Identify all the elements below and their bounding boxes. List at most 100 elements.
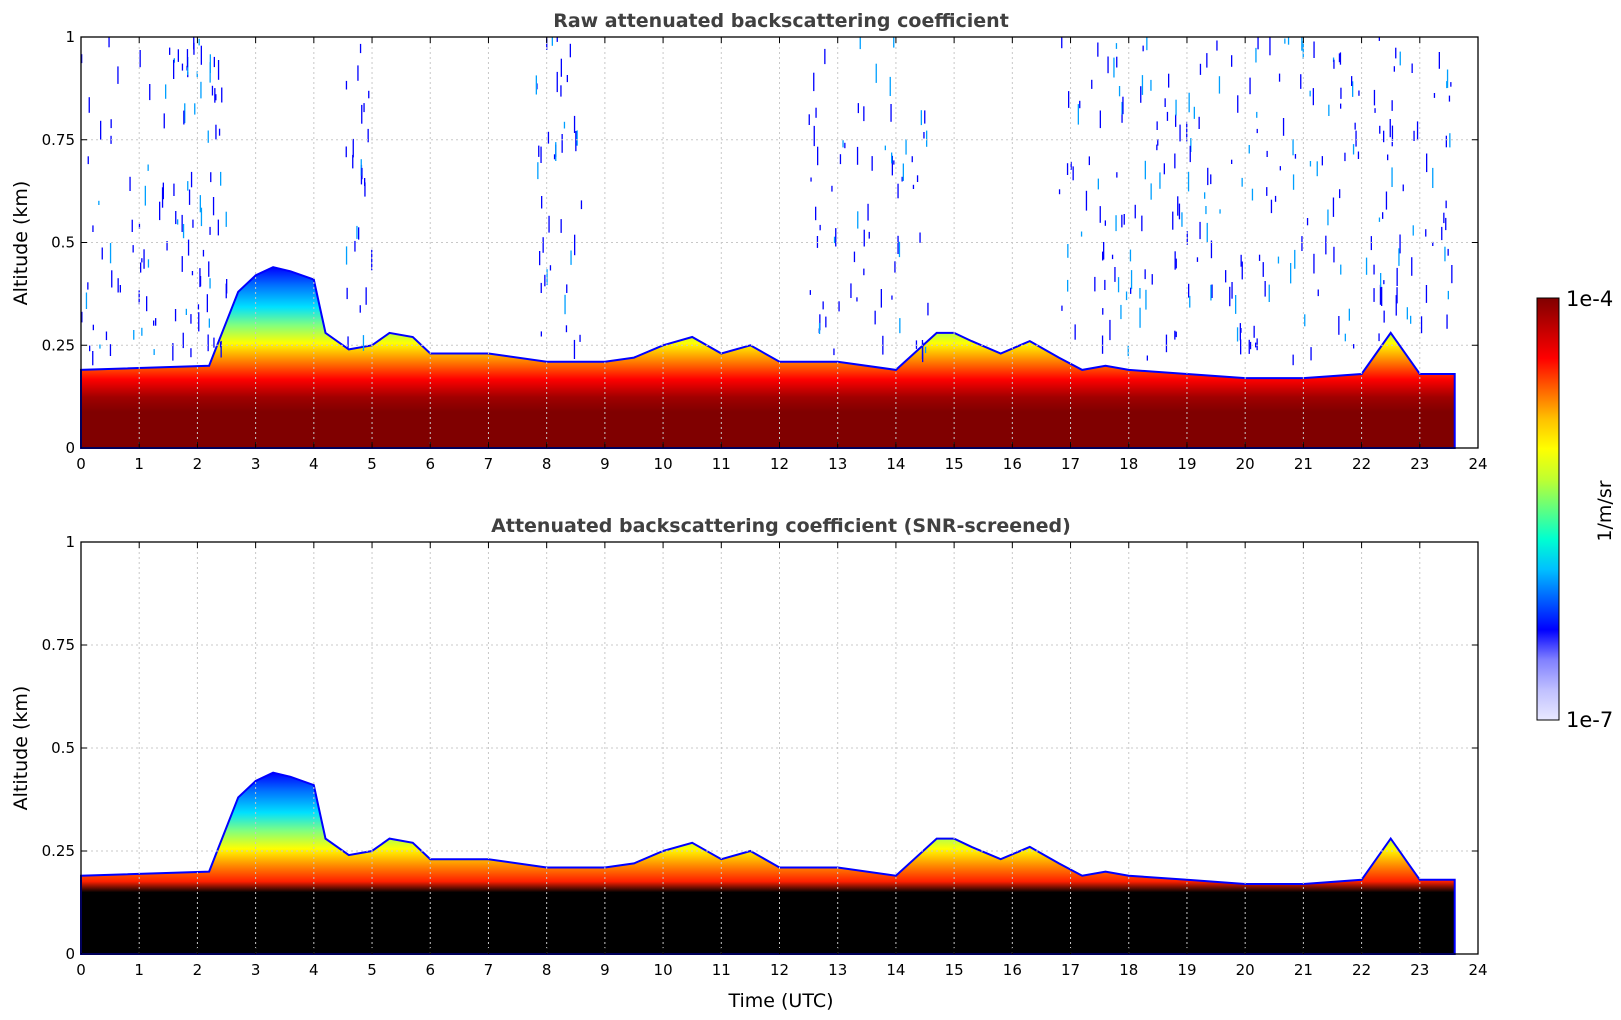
noise-streak [548, 215, 550, 233]
noise-streak [1116, 56, 1118, 68]
noise-streak [1256, 128, 1258, 134]
x-tick-label: 7 [484, 961, 494, 979]
noise-streak [555, 142, 557, 161]
noise-streak [163, 113, 165, 129]
noise-streak [1338, 316, 1340, 335]
noise-streak [553, 154, 556, 160]
noise-streak [850, 283, 852, 298]
noise-streak [1151, 274, 1153, 285]
noise-streak [1144, 269, 1146, 280]
noise-streak [1413, 130, 1415, 141]
noise-streak [101, 247, 103, 260]
noise-streak [1374, 108, 1376, 113]
noise-streak [361, 104, 363, 124]
noise-streak [200, 207, 203, 227]
noise-streak [1104, 279, 1106, 290]
noise-streak [147, 259, 150, 268]
noise-streak [198, 38, 200, 46]
noise-streak [1211, 284, 1213, 298]
noise-streak [1174, 251, 1176, 270]
noise-streak [815, 107, 817, 118]
noise-streak [842, 140, 844, 148]
noise-streak [218, 128, 221, 136]
noise-streak [1284, 38, 1286, 44]
noise-streak [347, 336, 349, 349]
noise-streak [153, 349, 155, 355]
noise-streak [225, 283, 227, 299]
noise-streak [361, 167, 363, 180]
noise-streak [575, 131, 577, 152]
noise-streak [352, 138, 354, 158]
x-tick-label: 24 [1468, 961, 1487, 979]
noise-streak [362, 335, 365, 351]
noise-streak [117, 66, 119, 84]
noise-streak [147, 164, 149, 171]
noise-streak [100, 120, 102, 140]
noise-streak [1378, 333, 1380, 342]
noise-streak [563, 121, 566, 129]
noise-streak [1115, 43, 1118, 49]
noise-streak [1231, 282, 1233, 299]
noise-streak [1116, 172, 1118, 178]
noise-streak [1121, 101, 1123, 115]
noise-streak [184, 103, 186, 124]
noise-streak [1446, 69, 1449, 88]
noise-streak [1067, 279, 1069, 292]
x-tick-label: 11 [712, 961, 731, 979]
noise-streak [1333, 59, 1335, 69]
noise-streak [1355, 130, 1357, 147]
noise-streak [1236, 327, 1239, 342]
noise-streak [1118, 86, 1121, 97]
noise-streak [1205, 206, 1207, 215]
noise-streak [835, 228, 837, 247]
noise-streak [1294, 154, 1297, 159]
noise-streak [1358, 90, 1360, 96]
noise-streak [371, 249, 373, 271]
noise-streak [1338, 53, 1341, 63]
noise-streak [891, 295, 893, 300]
noise-streak [209, 62, 211, 83]
noise-streak [1333, 246, 1335, 263]
noise-streak [196, 71, 198, 78]
noise-streak [1396, 287, 1398, 304]
noise-streak [1340, 103, 1342, 109]
x-tick-label: 4 [309, 455, 319, 473]
y-tick-label: 0.75 [42, 636, 75, 654]
noise-streak [1425, 229, 1427, 237]
noise-streak [875, 63, 877, 83]
noise-streak [1216, 40, 1218, 51]
noise-streak [1141, 75, 1144, 95]
noise-streak [1156, 121, 1158, 130]
noise-streak [853, 251, 856, 263]
noise-streak [556, 37, 558, 42]
noise-streak [1196, 257, 1199, 262]
noise-streak [1292, 174, 1295, 190]
noise-streak [1251, 188, 1254, 201]
noise-streak [183, 110, 185, 125]
noise-streak [110, 119, 112, 129]
noise-streak [1445, 200, 1447, 209]
noise-streak [144, 185, 146, 206]
noise-streak [1420, 316, 1423, 334]
noise-streak [1102, 251, 1104, 261]
noise-streak [199, 195, 201, 213]
noise-streak [360, 159, 362, 176]
x-tick-label: 12 [770, 961, 789, 979]
noise-streak [565, 325, 568, 333]
noise-streak [838, 301, 840, 312]
noise-streak [1107, 56, 1109, 74]
noise-streak [1187, 171, 1190, 192]
noise-streak [1352, 81, 1354, 97]
noise-streak [1391, 141, 1393, 147]
noise-streak [549, 265, 552, 271]
x-tick-label: 10 [654, 961, 673, 979]
noise-streak [1282, 118, 1285, 136]
noise-streak [1113, 57, 1115, 78]
noise-streak [1210, 240, 1213, 259]
noise-streak [1190, 138, 1192, 152]
noise-streak [1168, 73, 1170, 88]
noise-streak [1432, 167, 1434, 188]
noise-streak [1115, 215, 1117, 232]
noise-streak [560, 219, 562, 233]
noise-streak [1344, 152, 1346, 162]
